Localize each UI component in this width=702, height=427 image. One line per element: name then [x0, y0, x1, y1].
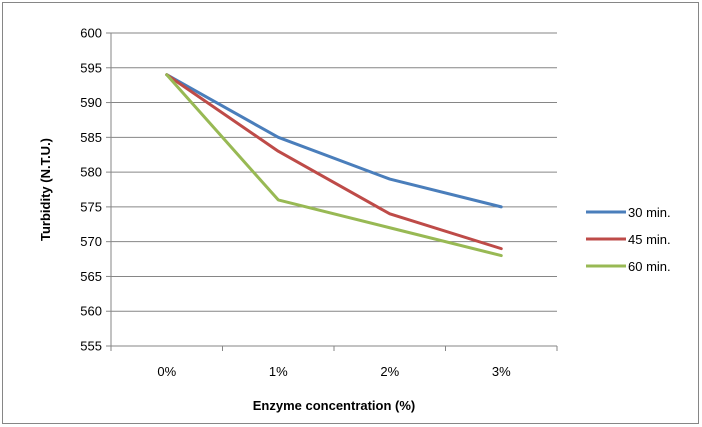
legend-label: 60 min.: [628, 259, 671, 274]
legend: 30 min. 45 min. 60 min.: [586, 205, 671, 274]
y-tick-label: 595: [80, 60, 102, 75]
gridlines: [111, 32, 557, 312]
series-line: [165, 73, 503, 251]
series-lines: [165, 73, 503, 258]
series-line: [165, 73, 503, 258]
y-tick-label: 590: [80, 95, 102, 110]
y-tick-label: 555: [80, 339, 102, 354]
y-tick-label: 575: [80, 199, 102, 214]
x-tick-label: 2%: [380, 364, 399, 379]
y-axis-ticks: 555 560 565 570 575 580 585 590 595 600: [80, 26, 111, 354]
y-tick-label: 580: [80, 165, 102, 180]
y-tick-label: 600: [80, 26, 102, 41]
x-tick-label: 3%: [492, 364, 511, 379]
legend-label: 45 min.: [628, 232, 671, 247]
x-tick-label: 1%: [269, 364, 288, 379]
y-tick-label: 585: [80, 130, 102, 145]
x-axis-ticks: 0% 1% 2% 3%: [110, 346, 558, 379]
y-tick-label: 560: [80, 304, 102, 319]
legend-label: 30 min.: [628, 205, 671, 220]
x-tick-label: 0%: [157, 364, 176, 379]
y-tick-label: 570: [80, 234, 102, 249]
series-line: [165, 73, 503, 209]
y-tick-label: 565: [80, 269, 102, 284]
x-axis-title: Enzyme concentration (%): [253, 398, 416, 413]
y-axis-title: Turbidity (N.T.U.): [38, 138, 53, 241]
